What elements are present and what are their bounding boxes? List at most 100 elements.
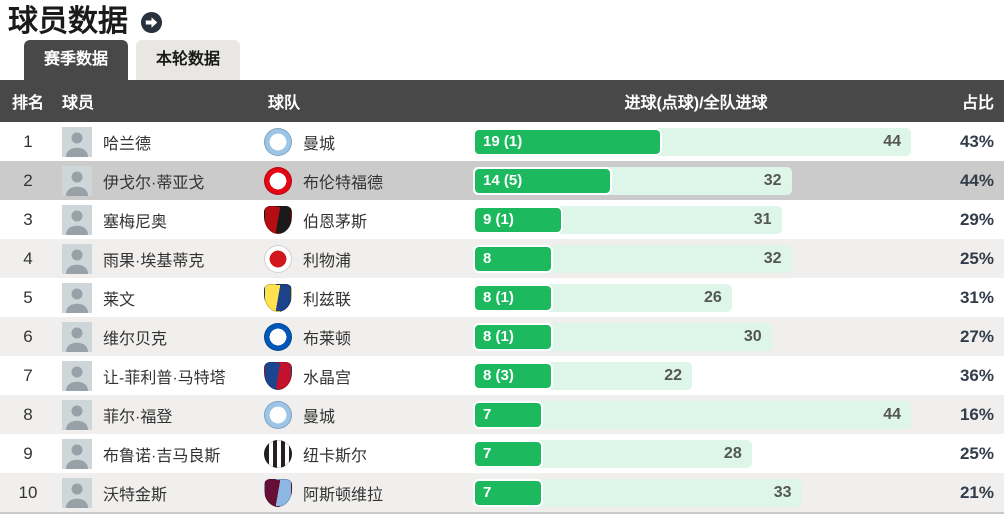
goals-bar: 44 7 <box>473 400 911 429</box>
header-player: 球员 <box>62 95 95 112</box>
player-name: 莱文 <box>103 291 136 309</box>
table-header: 排名 球员 球队 进球(点球)/全队进球 占比 <box>0 80 1004 122</box>
page-title: 球员数据 <box>8 5 128 38</box>
player-avatar <box>62 243 92 274</box>
team-badge-icon <box>264 166 292 195</box>
team-badge-icon <box>264 283 292 312</box>
player-name: 沃特金斯 <box>103 486 168 504</box>
rank-value: 7 <box>23 365 33 385</box>
player-name: 让-菲利普·马特塔 <box>103 369 226 387</box>
table-row[interactable]: 1 哈兰德 曼城 44 19 (1) <box>0 122 1004 161</box>
player-name: 伊戈尔·蒂亚戈 <box>103 174 205 192</box>
player-goals-bar: 8 (1) <box>473 322 553 351</box>
player-avatar <box>62 165 92 196</box>
rank-value: 8 <box>23 404 33 424</box>
goals-bar: 30 8 (1) <box>473 322 911 351</box>
team-goals-value: 33 <box>773 483 792 501</box>
goals-bar: 33 7 <box>473 478 911 507</box>
player-goals-bar: 14 (5) <box>473 166 613 195</box>
team-badge-icon <box>264 361 292 390</box>
team-name: 伯恩茅斯 <box>303 213 368 231</box>
player-avatar <box>62 204 92 235</box>
team-name: 利兹联 <box>303 291 352 309</box>
player-goals-label: 8 (3) <box>483 367 514 384</box>
table-row[interactable]: 5 莱文 利兹联 26 8 (1) <box>0 278 1004 317</box>
player-goals-label: 19 (1) <box>483 133 523 150</box>
table-row[interactable]: 3 塞梅尼奥 伯恩茅斯 31 9 (1) <box>0 200 1004 239</box>
team-name: 纽卡斯尔 <box>303 447 368 465</box>
team-badge-icon <box>264 244 292 273</box>
tab-round-data[interactable]: 本轮数据 <box>136 40 241 80</box>
team-name: 利物浦 <box>303 252 352 270</box>
title-bar: 球员数据 <box>0 0 1004 40</box>
player-goals-bar: 8 (3) <box>473 361 553 390</box>
share-percent: 27% <box>959 326 994 346</box>
team-goals-value: 31 <box>753 210 772 228</box>
more-arrow-icon[interactable] <box>140 11 163 34</box>
team-goals-value: 30 <box>743 327 762 345</box>
player-name: 维尔贝克 <box>103 330 168 348</box>
player-goals-label: 14 (5) <box>483 172 523 189</box>
tab-season-data[interactable]: 赛季数据 <box>24 40 129 80</box>
header-share: 占比 <box>961 95 994 112</box>
share-percent: 31% <box>959 287 994 307</box>
player-avatar <box>62 477 92 508</box>
player-goals-bar: 7 <box>473 400 543 429</box>
table-row[interactable]: 2 伊戈尔·蒂亚戈 布伦特福德 32 14 (5) <box>0 161 1004 200</box>
table-row[interactable]: 7 让-菲利普·马特塔 水晶宫 22 8 (3) <box>0 356 1004 395</box>
team-badge-icon <box>264 322 292 351</box>
player-name: 布鲁诺·吉马良斯 <box>103 447 221 465</box>
team-name: 曼城 <box>303 408 336 426</box>
player-goals-label: 7 <box>483 445 492 462</box>
goals-bar: 26 8 (1) <box>473 283 911 312</box>
header-team: 球队 <box>268 95 301 112</box>
team-goals-value: 32 <box>763 171 782 189</box>
rank-value: 9 <box>23 443 33 463</box>
share-percent: 25% <box>959 443 994 463</box>
table-row[interactable]: 8 菲尔·福登 曼城 44 7 <box>0 395 1004 434</box>
player-goals-bar: 7 <box>473 478 543 507</box>
team-goals-value: 32 <box>763 249 782 267</box>
table-row[interactable]: 4 雨果·埃基蒂克 利物浦 32 8 <box>0 239 1004 278</box>
share-percent: 21% <box>959 482 994 502</box>
table-row[interactable]: 10 沃特金斯 阿斯顿维拉 33 7 <box>0 473 1004 512</box>
team-badge-icon <box>264 439 292 468</box>
player-goals-bar: 19 (1) <box>473 127 663 156</box>
team-goals-value: 44 <box>883 405 901 423</box>
share-percent: 36% <box>959 365 994 385</box>
goals-bar: 44 19 (1) <box>473 127 911 156</box>
player-avatar <box>62 321 92 352</box>
team-name: 曼城 <box>303 135 336 153</box>
player-goals-label: 7 <box>483 484 492 501</box>
team-goals-bar: 44 <box>473 400 911 429</box>
player-goals-bar: 7 <box>473 439 543 468</box>
player-goals-bar: 8 <box>473 244 553 273</box>
table-row[interactable]: 9 布鲁诺·吉马良斯 纽卡斯尔 28 7 <box>0 434 1004 473</box>
rank-value: 2 <box>23 170 33 190</box>
player-name: 塞梅尼奥 <box>103 213 168 231</box>
player-goals-bar: 8 (1) <box>473 283 553 312</box>
player-avatar <box>62 126 92 157</box>
player-avatar <box>62 360 92 391</box>
rank-value: 3 <box>23 209 33 229</box>
team-goals-value: 26 <box>704 288 722 306</box>
team-name: 水晶宫 <box>303 369 352 387</box>
team-badge-icon <box>264 478 292 507</box>
header-rank: 排名 <box>11 95 44 112</box>
player-avatar <box>62 399 92 430</box>
table-row[interactable]: 6 维尔贝克 布莱顿 30 8 (1) <box>0 317 1004 356</box>
player-avatar <box>62 438 92 469</box>
player-goals-label: 7 <box>483 406 492 423</box>
goals-bar: 31 9 (1) <box>473 205 911 234</box>
share-percent: 44% <box>959 170 994 190</box>
player-name: 菲尔·福登 <box>103 408 173 426</box>
table-body: 1 哈兰德 曼城 44 19 (1) <box>0 122 1004 514</box>
header-goals: 进球(点球)/全队进球 <box>624 95 768 112</box>
share-percent: 43% <box>959 131 994 151</box>
team-badge-icon <box>264 205 292 234</box>
share-percent: 25% <box>959 248 994 268</box>
team-name: 布伦特福德 <box>303 174 384 192</box>
goals-bar: 22 8 (3) <box>473 361 911 390</box>
team-goals-value: 28 <box>723 444 742 462</box>
player-goals-label: 8 <box>483 250 492 267</box>
